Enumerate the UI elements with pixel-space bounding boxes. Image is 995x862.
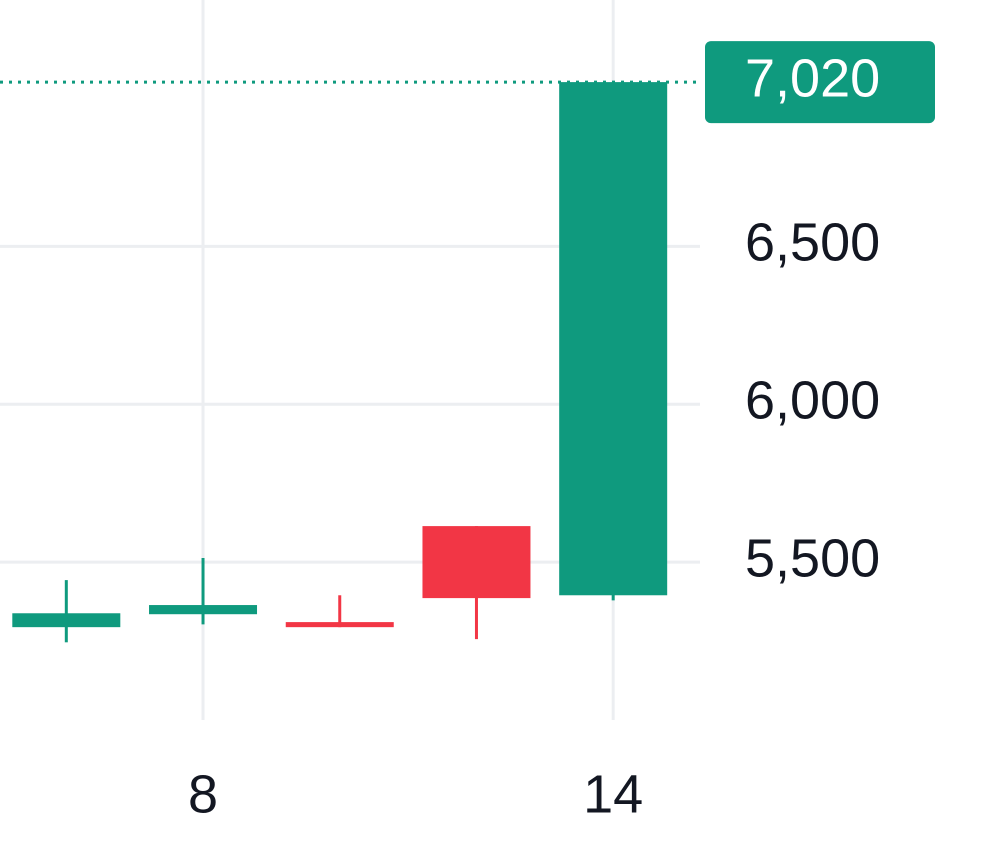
x-tick-label: 8: [188, 764, 218, 824]
y-tick-label: 6,000: [745, 370, 880, 430]
candle-body: [422, 526, 531, 599]
candle-body: [559, 82, 668, 596]
x-tick-label: 14: [583, 764, 643, 824]
candle-body: [12, 613, 121, 628]
y-tick-label: 6,500: [745, 213, 880, 273]
last-price-label: 7,020: [745, 48, 880, 108]
candle-body: [285, 622, 394, 628]
candle-body: [149, 605, 258, 615]
last-price-tag: [705, 41, 935, 124]
y-tick-label: 5,500: [745, 528, 880, 588]
